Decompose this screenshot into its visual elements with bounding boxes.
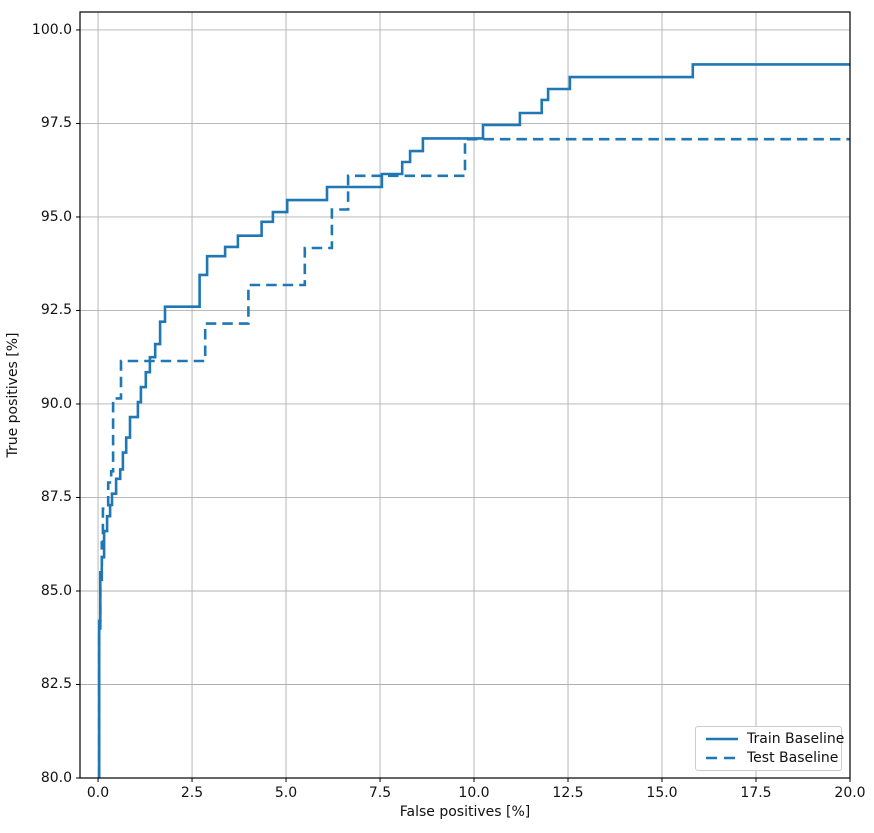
- x-tick-label: 12.5: [552, 785, 584, 801]
- legend: Train Baseline Test Baseline: [695, 726, 844, 771]
- y-tick-label: 92.5: [40, 302, 72, 318]
- series-line-test-baseline: [97, 137, 850, 778]
- y-tick-label: 80.0: [40, 770, 72, 786]
- y-tick-label: 95.0: [40, 209, 72, 225]
- y-tick-label: 85.0: [40, 583, 72, 599]
- y-tick-label: 90.0: [40, 396, 72, 412]
- series-line-train-baseline: [97, 63, 850, 778]
- plot-border: [79, 11, 851, 779]
- test-line-swatch-icon: [706, 756, 738, 760]
- x-tick-label: 5.0: [274, 785, 298, 801]
- y-tick-label: 97.5: [40, 115, 72, 131]
- x-tick-label: 10.0: [458, 785, 490, 801]
- y-axis-title: True positives [%]: [5, 332, 21, 458]
- x-tick-label: 7.5: [368, 785, 392, 801]
- y-tick-label: 82.5: [40, 676, 72, 692]
- x-tick-label: 2.5: [180, 785, 204, 801]
- x-tick-label: 17.5: [740, 785, 772, 801]
- y-tick-label: 100.0: [31, 22, 72, 38]
- x-tick-label: 0.0: [86, 785, 110, 801]
- legend-label-train: Train Baseline: [747, 731, 845, 748]
- x-axis-title: False positives [%]: [399, 804, 531, 820]
- legend-item-test: Test Baseline: [705, 749, 838, 767]
- x-tick-label: 20.0: [834, 785, 866, 801]
- train-line-swatch-icon: [706, 737, 738, 741]
- legend-item-train: Train Baseline: [705, 730, 844, 748]
- y-tick-label: 87.5: [40, 489, 72, 505]
- legend-label-test: Test Baseline: [747, 749, 839, 766]
- x-tick-label: 15.0: [646, 785, 678, 801]
